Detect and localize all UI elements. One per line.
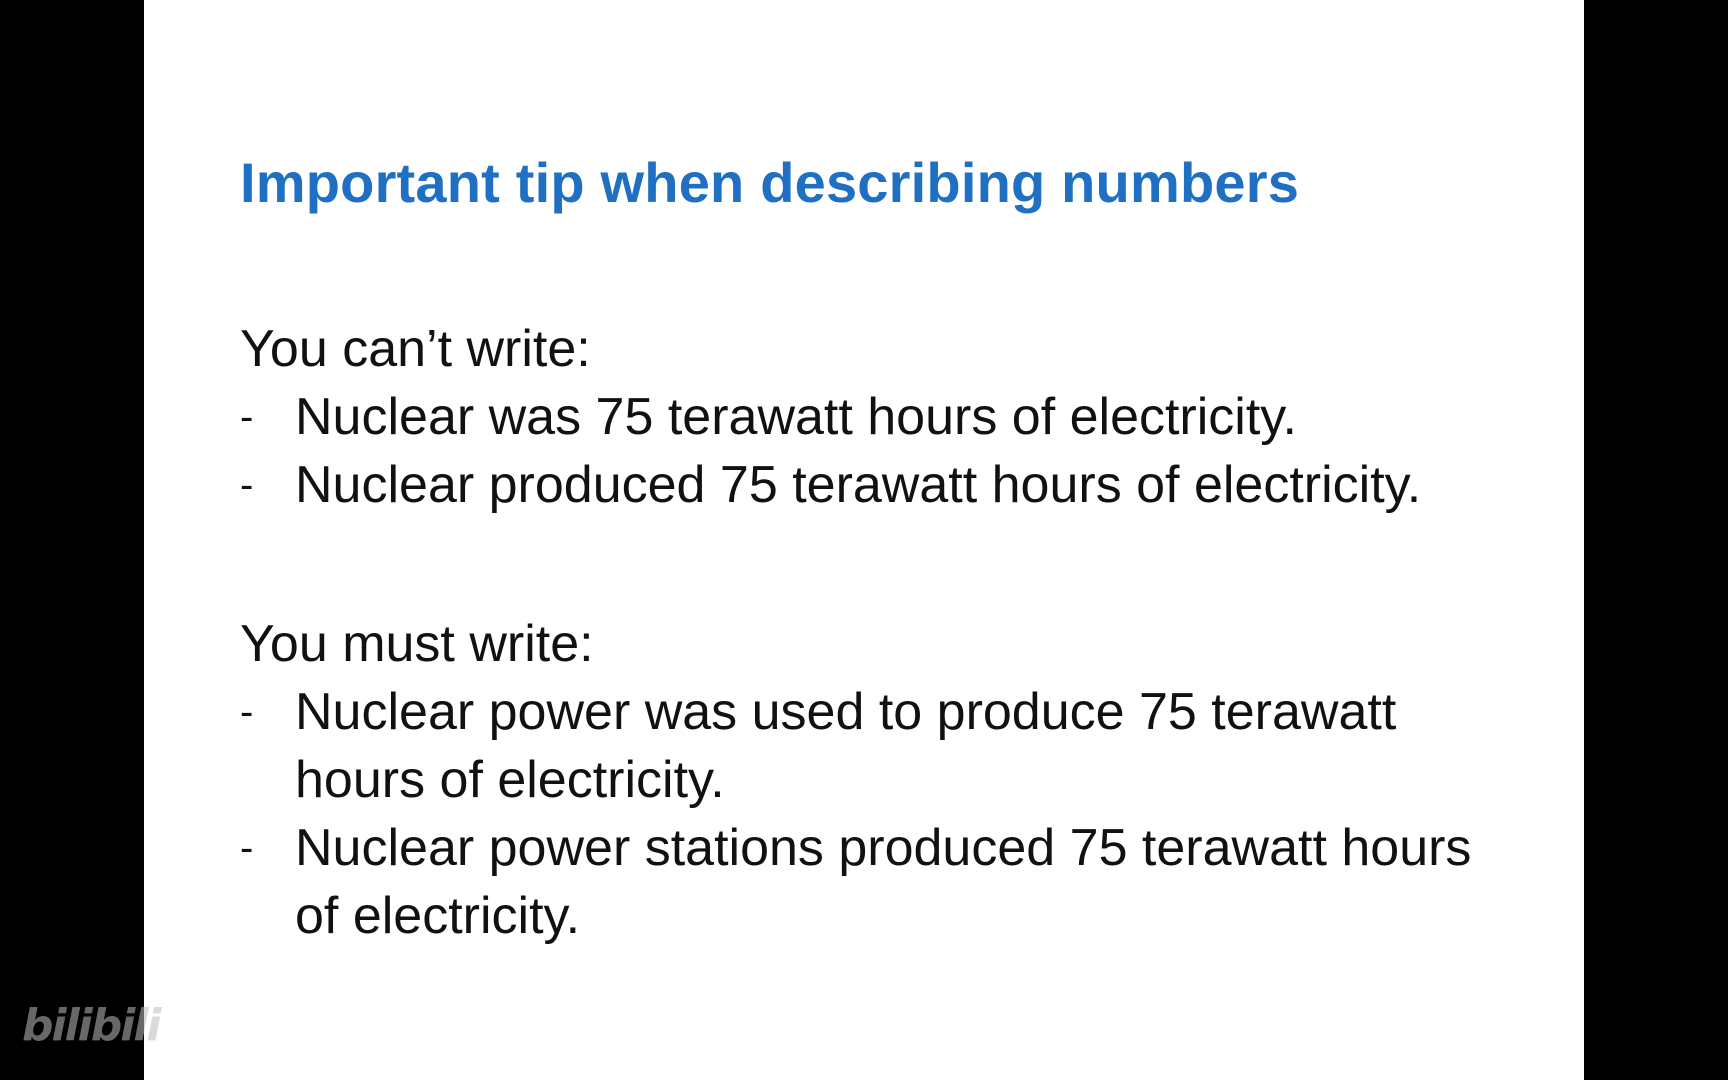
bullet-text: Nuclear was 75 terawatt hours of electri… <box>295 388 1297 446</box>
bullet-text: Nuclear power was used to produce 75 ter… <box>295 683 1397 809</box>
list-item: - Nuclear produced 75 terawatt hours of … <box>240 451 1560 519</box>
cant-write-section: You can’t write: - Nuclear was 75 terawa… <box>240 315 1560 519</box>
list-item: - Nuclear power stations produced 75 ter… <box>240 814 1560 950</box>
bullet-text: Nuclear produced 75 terawatt hours of el… <box>295 456 1422 514</box>
slide-title: Important tip when describing numbers <box>240 151 1300 214</box>
cant-write-list: - Nuclear was 75 terawatt hours of elect… <box>240 383 1560 519</box>
bullet-marker: - <box>240 826 254 870</box>
must-write-list: - Nuclear power was used to produce 75 t… <box>240 678 1560 950</box>
cant-write-heading: You can’t write: <box>240 320 591 378</box>
bullet-marker: - <box>240 463 254 507</box>
bullet-text: Nuclear power stations produced 75 teraw… <box>295 819 1472 945</box>
bullet-marker: - <box>240 690 254 734</box>
bullet-marker: - <box>240 395 254 439</box>
must-write-section: You must write: - Nuclear power was used… <box>240 610 1560 950</box>
presentation-slide: Important tip when describing numbers Yo… <box>144 0 1584 1080</box>
list-item: - Nuclear was 75 terawatt hours of elect… <box>240 383 1560 451</box>
must-write-heading: You must write: <box>240 615 594 673</box>
list-item: - Nuclear power was used to produce 75 t… <box>240 678 1560 814</box>
bilibili-watermark: bilibili <box>22 1000 161 1051</box>
